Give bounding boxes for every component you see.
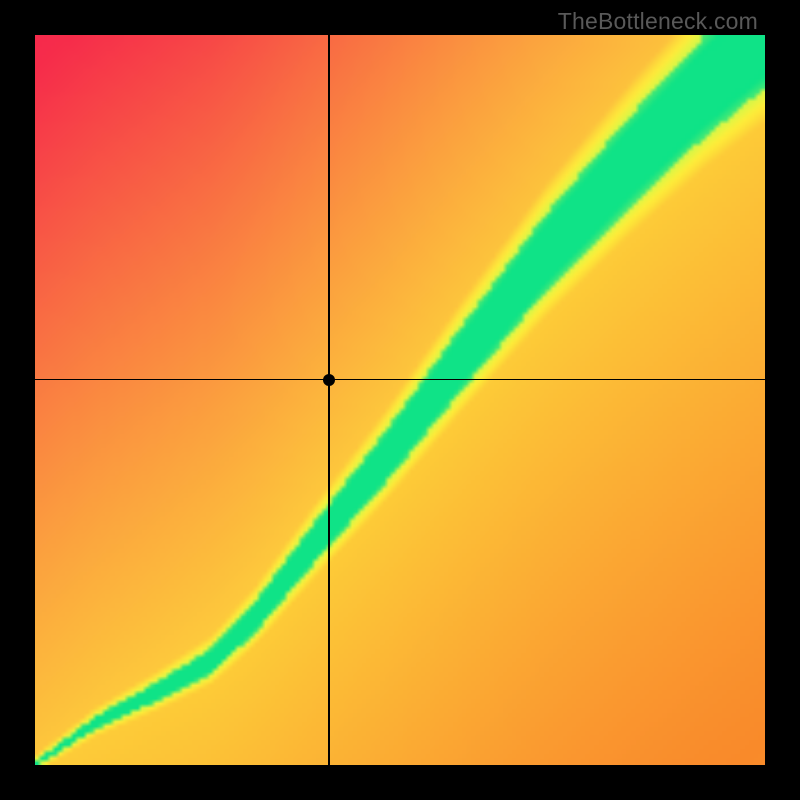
- border-left: [0, 0, 35, 800]
- border-right: [765, 0, 800, 800]
- border-bottom: [0, 765, 800, 800]
- heatmap-canvas: [35, 35, 765, 765]
- watermark-text: TheBottleneck.com: [558, 8, 758, 35]
- crosshair-vertical: [328, 35, 330, 765]
- heatmap-plot: [35, 35, 765, 765]
- crosshair-dot: [323, 374, 335, 386]
- crosshair-horizontal: [35, 379, 765, 381]
- chart-frame: TheBottleneck.com: [0, 0, 800, 800]
